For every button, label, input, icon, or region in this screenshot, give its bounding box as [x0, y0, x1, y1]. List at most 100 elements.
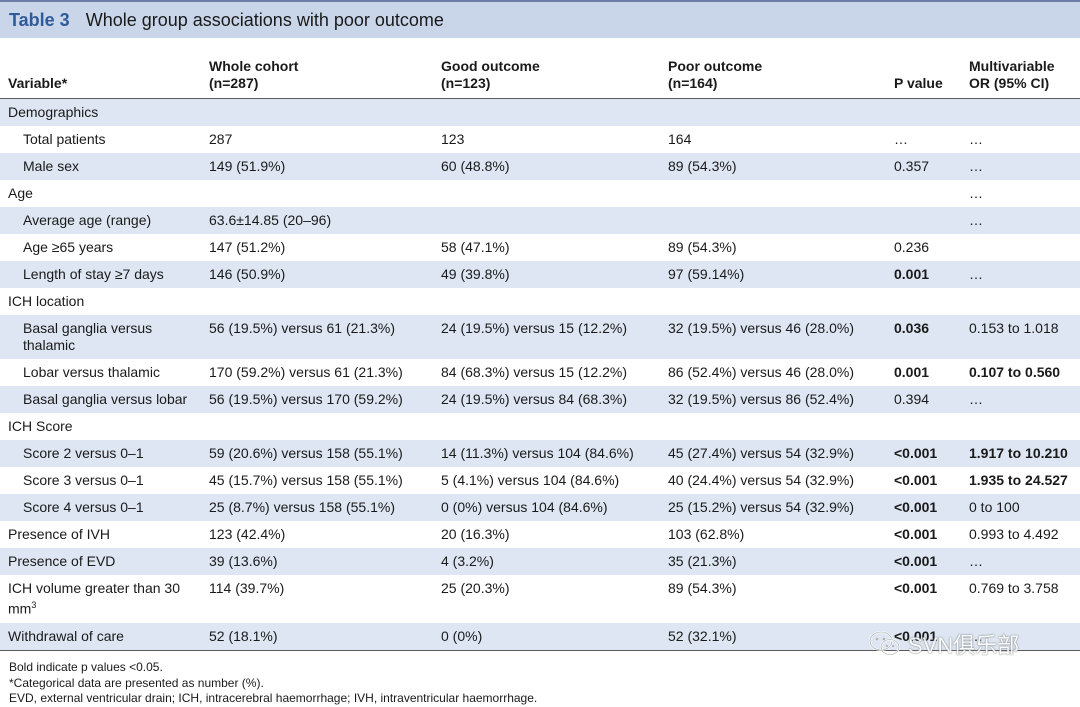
good-outcome-cell: 20 (16.3%): [433, 521, 660, 548]
watermark-text: SVN俱乐部: [908, 633, 1020, 658]
good-outcome-cell: 84 (68.3%) versus 15 (12.2%): [433, 359, 660, 386]
p-value-cell: <0.001: [886, 494, 961, 521]
whole-cohort-cell: 63.6±14.85 (20–96): [201, 207, 961, 234]
multivariable-cell: 1.917 to 10.210: [961, 440, 1080, 467]
header-whole-cohort: Whole cohort (n=287): [201, 38, 433, 99]
variable-cell: Age ≥65 years: [0, 234, 201, 261]
good-outcome-cell: 25 (20.3%): [433, 575, 660, 623]
variable-cell: ICH volume greater than 30 mm3: [0, 575, 201, 623]
table-title: Whole group associations with poor outco…: [85, 9, 444, 30]
whole-cohort-cell: 56 (19.5%) versus 61 (21.3%): [201, 315, 433, 359]
multivariable-cell: [961, 234, 1080, 261]
whole-cohort-cell: 287: [201, 126, 433, 153]
good-outcome-cell: 24 (19.5%) versus 84 (68.3%): [433, 386, 660, 413]
multivariable-cell: …: [961, 153, 1080, 180]
good-outcome-cell: 123: [433, 126, 660, 153]
p-value-cell: 0.394: [886, 386, 961, 413]
table-row: Average age (range) 63.6±14.85 (20–96) …: [0, 207, 1080, 234]
poor-outcome-cell: 164: [660, 126, 886, 153]
footnote: EVD, external ventricular drain; ICH, in…: [9, 691, 538, 705]
whole-cohort-cell: 170 (59.2%) versus 61 (21.3%): [201, 359, 433, 386]
good-outcome-cell: 0 (0%) versus 104 (84.6%): [433, 494, 660, 521]
poor-outcome-cell: 35 (21.3%): [660, 548, 886, 575]
poor-outcome-cell: 52 (32.1%): [660, 622, 886, 650]
p-value-cell: <0.001: [886, 575, 961, 623]
multivariable-cell: 1.935 to 24.527: [961, 467, 1080, 494]
multivariable-cell: 0.153 to 1.018: [961, 315, 1080, 359]
poor-outcome-cell: 32 (19.5%) versus 86 (52.4%): [660, 386, 886, 413]
multivariable-cell: …: [961, 622, 1080, 650]
variable-cell: Average age (range): [0, 207, 201, 234]
table-row: Score 4 versus 0–1 25 (8.7%) versus 158 …: [0, 494, 1080, 521]
good-outcome-cell: 58 (47.1%): [433, 234, 660, 261]
variable-cell: Score 3 versus 0–1: [0, 467, 201, 494]
multivariable-cell: 0.769 to 3.758: [961, 575, 1080, 623]
whole-cohort-cell: 56 (19.5%) versus 170 (59.2%): [201, 386, 433, 413]
poor-outcome-cell: 89 (54.3%): [660, 234, 886, 261]
p-value-cell: 0.001: [886, 261, 961, 288]
p-value-cell: <0.001: [886, 521, 961, 548]
table-bottom-rule: [0, 650, 1080, 651]
watermark: SVN俱乐部: [868, 628, 1019, 660]
multivariable-cell: 0.993 to 4.492: [961, 521, 1080, 548]
table-row: Basal ganglia versus lobar 56 (19.5%) ve…: [0, 386, 1080, 413]
table-row: Male sex 149 (51.9%) 60 (48.8%) 89 (54.3…: [0, 153, 1080, 180]
variable-cell: Lobar versus thalamic: [0, 359, 201, 386]
header-good-outcome: Good outcome (n=123): [433, 38, 660, 99]
whole-cohort-cell: 45 (15.7%) versus 158 (55.1%): [201, 467, 433, 494]
variable-cell: Length of stay ≥7 days: [0, 261, 201, 288]
whole-cohort-cell: 25 (8.7%) versus 158 (55.1%): [201, 494, 433, 521]
header-variable: Variable*: [0, 38, 201, 99]
table-row: ICH Score: [0, 413, 1080, 440]
multivariable-cell: 0.107 to 0.560: [961, 359, 1080, 386]
good-outcome-cell: 14 (11.3%) versus 104 (84.6%): [433, 440, 660, 467]
table-row: Total patients 287 123 164 … …: [0, 126, 1080, 153]
table-row: Demographics: [0, 98, 1080, 126]
p-value-cell: …: [886, 126, 961, 153]
whole-cohort-cell: 147 (51.2%): [201, 234, 433, 261]
table-row: Presence of IVH 123 (42.4%) 20 (16.3%) 1…: [0, 521, 1080, 548]
poor-outcome-cell: 32 (19.5%) versus 46 (28.0%): [660, 315, 886, 359]
whole-cohort-cell: 114 (39.7%): [201, 575, 433, 623]
p-value-cell: 0.036: [886, 315, 961, 359]
whole-cohort-cell: 146 (50.9%): [201, 261, 433, 288]
table-row: ICH volume greater than 30 mm3 114 (39.7…: [0, 575, 1080, 623]
table-number: Table 3: [9, 9, 70, 30]
good-outcome-cell: 5 (4.1%) versus 104 (84.6%): [433, 467, 660, 494]
variable-cell: Basal ganglia versus thalamic: [0, 315, 201, 359]
header-poor-outcome: Poor outcome (n=164): [660, 38, 886, 99]
multivariable-cell: …: [961, 126, 1080, 153]
poor-outcome-cell: 103 (62.8%): [660, 521, 886, 548]
whole-cohort-cell: 59 (20.6%) versus 158 (55.1%): [201, 440, 433, 467]
header-p-value: P value: [886, 38, 961, 99]
poor-outcome-cell: 86 (52.4%) versus 46 (28.0%): [660, 359, 886, 386]
good-outcome-cell: 49 (39.8%): [433, 261, 660, 288]
table-row: Age ≥65 years 147 (51.2%) 58 (47.1%) 89 …: [0, 234, 1080, 261]
table-row: Length of stay ≥7 days 146 (50.9%) 49 (3…: [0, 261, 1080, 288]
variable-cell: Male sex: [0, 153, 201, 180]
variable-cell: Score 4 versus 0–1: [0, 494, 201, 521]
good-outcome-cell: 4 (3.2%): [433, 548, 660, 575]
p-value-cell: 0.001: [886, 359, 961, 386]
table-title-bar: Table 3 Whole group associations with po…: [0, 0, 1080, 38]
poor-outcome-cell: 25 (15.2%) versus 54 (32.9%): [660, 494, 886, 521]
section-heading: Age: [0, 180, 961, 207]
footnote: Bold indicate p values <0.05.: [9, 660, 163, 674]
section-heading: ICH location: [0, 288, 1080, 315]
multivariable-cell: 0 to 100: [961, 494, 1080, 521]
poor-outcome-cell: 89 (54.3%): [660, 153, 886, 180]
footnote: *Categorical data are presented as numbe…: [9, 675, 264, 690]
table-row: Basal ganglia versus thalamic 56 (19.5%)…: [0, 315, 1080, 359]
table-row: Withdrawal of care 52 (18.1%) 0 (0%) 52 …: [0, 622, 1080, 650]
multivariable-cell: …: [961, 548, 1080, 575]
poor-outcome-cell: 89 (54.3%): [660, 575, 886, 623]
table-row: Age …: [0, 180, 1080, 207]
associations-table: Variable* Whole cohort (n=287) Good outco…: [0, 38, 1080, 650]
p-value-cell: <0.001: [886, 467, 961, 494]
variable-cell: Withdrawal of care: [0, 622, 201, 650]
whole-cohort-cell: 123 (42.4%): [201, 521, 433, 548]
variable-cell: Presence of IVH: [0, 521, 201, 548]
poor-outcome-cell: 45 (27.4%) versus 54 (32.9%): [660, 440, 886, 467]
table-row: Presence of EVD 39 (13.6%) 4 (3.2%) 35 (…: [0, 548, 1080, 575]
variable-cell: Score 2 versus 0–1: [0, 440, 201, 467]
